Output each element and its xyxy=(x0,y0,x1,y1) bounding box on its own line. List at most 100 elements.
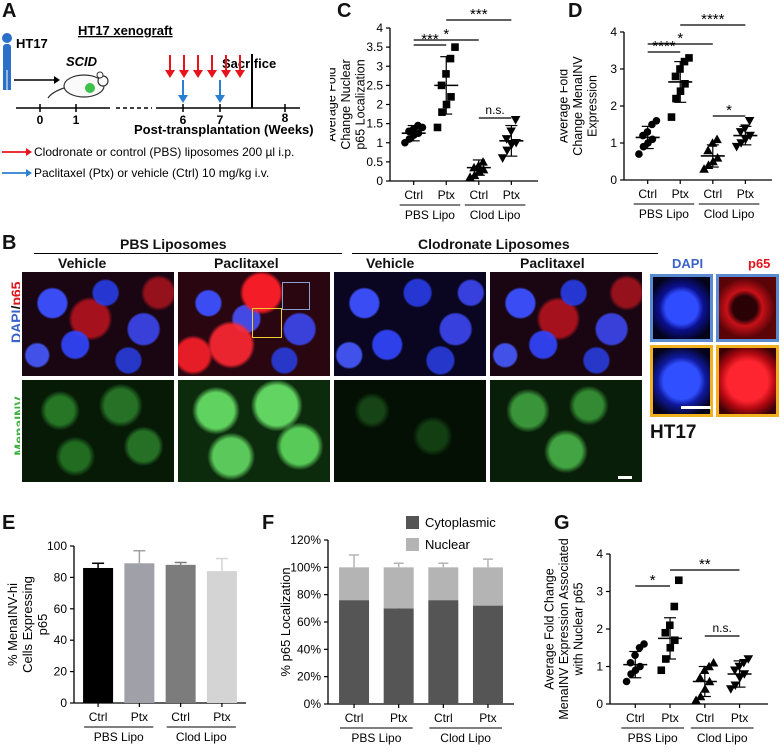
y-tick-label: 0 xyxy=(610,173,617,187)
legend-label: Cytoplasmic xyxy=(425,515,496,530)
y-axis-label-line: % MenaINV-hi xyxy=(5,583,20,666)
y-axis-label-line: Expression xyxy=(586,75,600,137)
data-point xyxy=(433,123,442,132)
data-point xyxy=(726,685,736,694)
paclitaxel-arrows xyxy=(178,80,225,103)
significance-label: ** xyxy=(699,556,711,573)
chart-menainv-nuclear-p65: 0 1 2 3 4 Ctrl Ptx Ctrl Ptx PBS Lipo Clod Lipo Aver… xyxy=(543,538,768,745)
significance-label: * xyxy=(650,572,656,589)
chart-nuclear-p65: 0 0.5 1 1.5 2 2.5 3 3.5 4 Ctrl Ptx Ctrl Ptx PBS Lipo C… xyxy=(330,6,538,222)
y-axis-label-line: p65 xyxy=(35,614,50,636)
data-point xyxy=(670,636,679,645)
y-axis-label-line: with Nuclear p65 xyxy=(572,582,586,676)
xenograft-schematic: HT17 SCID HT17 xenograft Sacrifice 0 1 xyxy=(2,23,314,180)
data-point xyxy=(681,80,689,88)
y-axis-label: Average Fold Change MenaINV Expression xyxy=(560,56,600,156)
y-axis-label-line: Cells Expressing xyxy=(20,576,35,673)
data-point xyxy=(712,153,723,162)
y-tick-label: 100 xyxy=(47,539,67,553)
significance-label: **** xyxy=(701,11,725,28)
x-tick-label: Ctrl xyxy=(469,188,488,202)
legend-label: Nuclear xyxy=(425,537,470,552)
y-tick-label: 40% xyxy=(297,642,321,656)
data-point xyxy=(744,117,755,126)
data-point xyxy=(648,135,657,144)
y-axis-label-line: Average Fold Change xyxy=(543,568,557,689)
y-tick-label: 1.5 xyxy=(366,117,383,131)
y-axis-label-line: Average Fold xyxy=(560,69,571,143)
legend-swatch xyxy=(406,538,419,551)
y-tick-label: 3.5 xyxy=(366,40,383,54)
data-point xyxy=(502,146,512,156)
x-tick-label: Ptx xyxy=(213,710,230,724)
data-point xyxy=(695,672,705,682)
significance-label: * xyxy=(726,102,732,119)
mouse-label: SCID xyxy=(66,54,98,69)
tick-week-1: 1 xyxy=(73,113,80,127)
tick-week-7: 7 xyxy=(217,113,224,127)
y-tick-label: 4 xyxy=(596,547,603,561)
x-tick-label: Ctrl xyxy=(345,711,364,725)
data-point xyxy=(667,113,676,121)
x-tick-label: Ctrl xyxy=(695,711,714,725)
y-axis-label-line: MenaINV Expression Associated xyxy=(557,538,571,719)
micrograph-menainv-clod-paclitaxel xyxy=(488,378,644,484)
data-point xyxy=(446,54,455,63)
data-point xyxy=(731,142,742,152)
inset-p65-label: p65 xyxy=(748,256,771,271)
x-tick-label: Ptx xyxy=(131,710,148,724)
y-tick-label: 20 xyxy=(54,665,68,679)
x-tick-label: Ptx xyxy=(731,711,748,725)
bar xyxy=(165,564,196,703)
y-tick-label: 4 xyxy=(610,25,617,39)
legend-swatch xyxy=(406,516,419,529)
x-tick-label: Ptx xyxy=(479,711,496,725)
x-tick-label: Ptx xyxy=(390,711,407,725)
group-label: PBS Lipo xyxy=(639,207,689,221)
legend-paclitaxel: Paclitaxel (Ptx) or vehicle (Ctrl) 10 mg… xyxy=(34,166,269,180)
significance-label: n.s. xyxy=(485,103,504,117)
x-tick-label: Ptx xyxy=(503,188,520,202)
cell-line-label: HT17 xyxy=(16,36,48,51)
data-point xyxy=(670,602,679,611)
x-tick-label: Ctrl xyxy=(626,711,645,725)
significance-label: **** xyxy=(652,38,676,55)
data-point xyxy=(635,150,643,158)
group-label: Clod Lipo xyxy=(470,208,521,222)
y-tick-label: 1 xyxy=(610,136,617,150)
micrograph-dapi-pbs-vehicle xyxy=(20,270,176,378)
x-tick-label: Ctrl xyxy=(89,710,108,724)
y-tick-label: 0 xyxy=(376,174,383,188)
y-axis-label-line: Change MenaINV xyxy=(571,56,585,156)
micrograph-dapi-clod-paclitaxel xyxy=(488,270,644,378)
cell-line-ht17: HT17 xyxy=(650,422,697,443)
y-tick-label: 1 xyxy=(596,660,603,674)
group-pbs-liposomes: PBS Liposomes xyxy=(120,236,227,252)
panel-label-a: A xyxy=(2,0,17,22)
inset-box-yellow xyxy=(252,308,282,338)
micrograph-dapi-clod-vehicle xyxy=(332,270,488,378)
tick-week-8: 8 xyxy=(282,111,289,125)
data-point xyxy=(640,640,648,648)
y-tick-label: 2 xyxy=(376,98,383,112)
timeline-axis-label: Post-transplantation (Weeks) xyxy=(134,122,314,137)
group-label: Clod Lipo xyxy=(176,730,227,744)
y-axis-label-line: % p65 Localization xyxy=(278,567,293,676)
bar-segment xyxy=(428,567,459,601)
y-tick-label: 80 xyxy=(54,570,68,584)
data-point xyxy=(691,695,701,705)
y-tick-label: 60 xyxy=(54,602,68,616)
scale-bar xyxy=(618,476,632,479)
y-tick-label: 4 xyxy=(376,21,383,35)
data-point xyxy=(510,116,521,125)
data-point xyxy=(447,93,455,101)
group-label: PBS Lipo xyxy=(405,208,455,222)
data-point xyxy=(703,145,713,155)
data-point xyxy=(657,666,666,675)
x-tick-label: Ptx xyxy=(737,187,754,201)
y-tick-label: 0% xyxy=(304,697,322,711)
group-label: PBS Lipo xyxy=(628,731,678,745)
y-tick-label: 80% xyxy=(297,588,321,602)
data-point xyxy=(674,576,683,585)
bar-segment xyxy=(339,567,370,601)
